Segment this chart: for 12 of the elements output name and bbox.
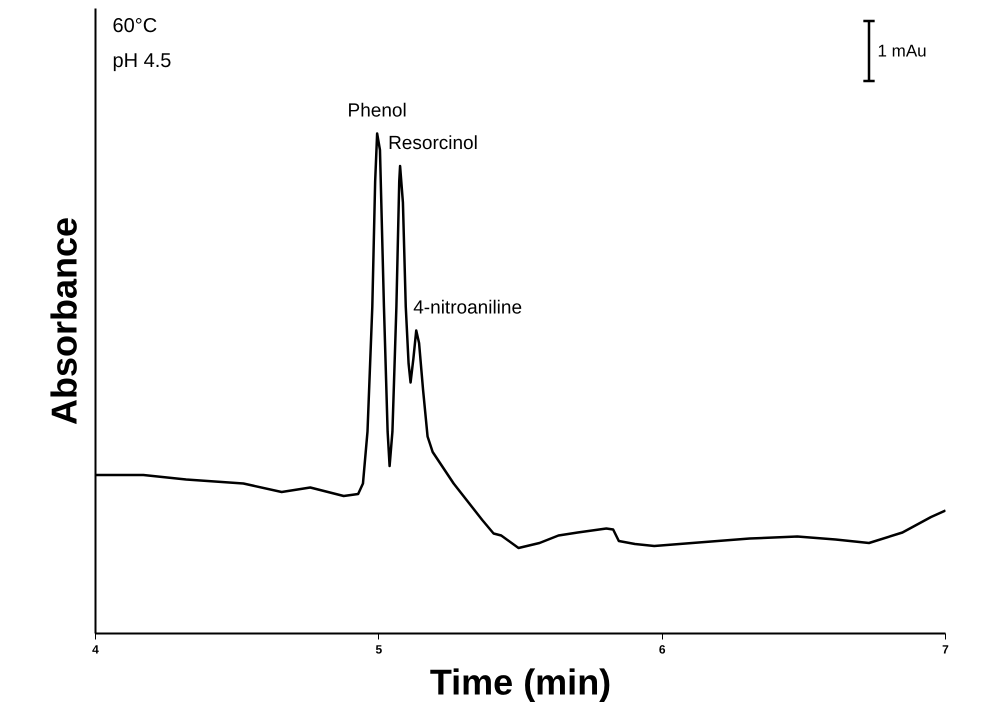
x-tick-label: 4 (92, 642, 100, 656)
text: 1 mAu (878, 42, 927, 60)
text: pH 4.5 (112, 50, 172, 72)
y-axis-title: Absorbance (44, 216, 84, 426)
x-tick-label: 5 (375, 642, 382, 656)
x-tick-label: 7 (942, 642, 950, 656)
annotation: 4-nitroaniline (413, 298, 522, 318)
x-tick-label: 6 (658, 642, 666, 656)
text: 60°C (112, 15, 158, 37)
x-axis-title: Time (min) (430, 662, 612, 702)
annotation: Resorcinol (388, 133, 478, 154)
annotation: Phenol (348, 100, 407, 122)
